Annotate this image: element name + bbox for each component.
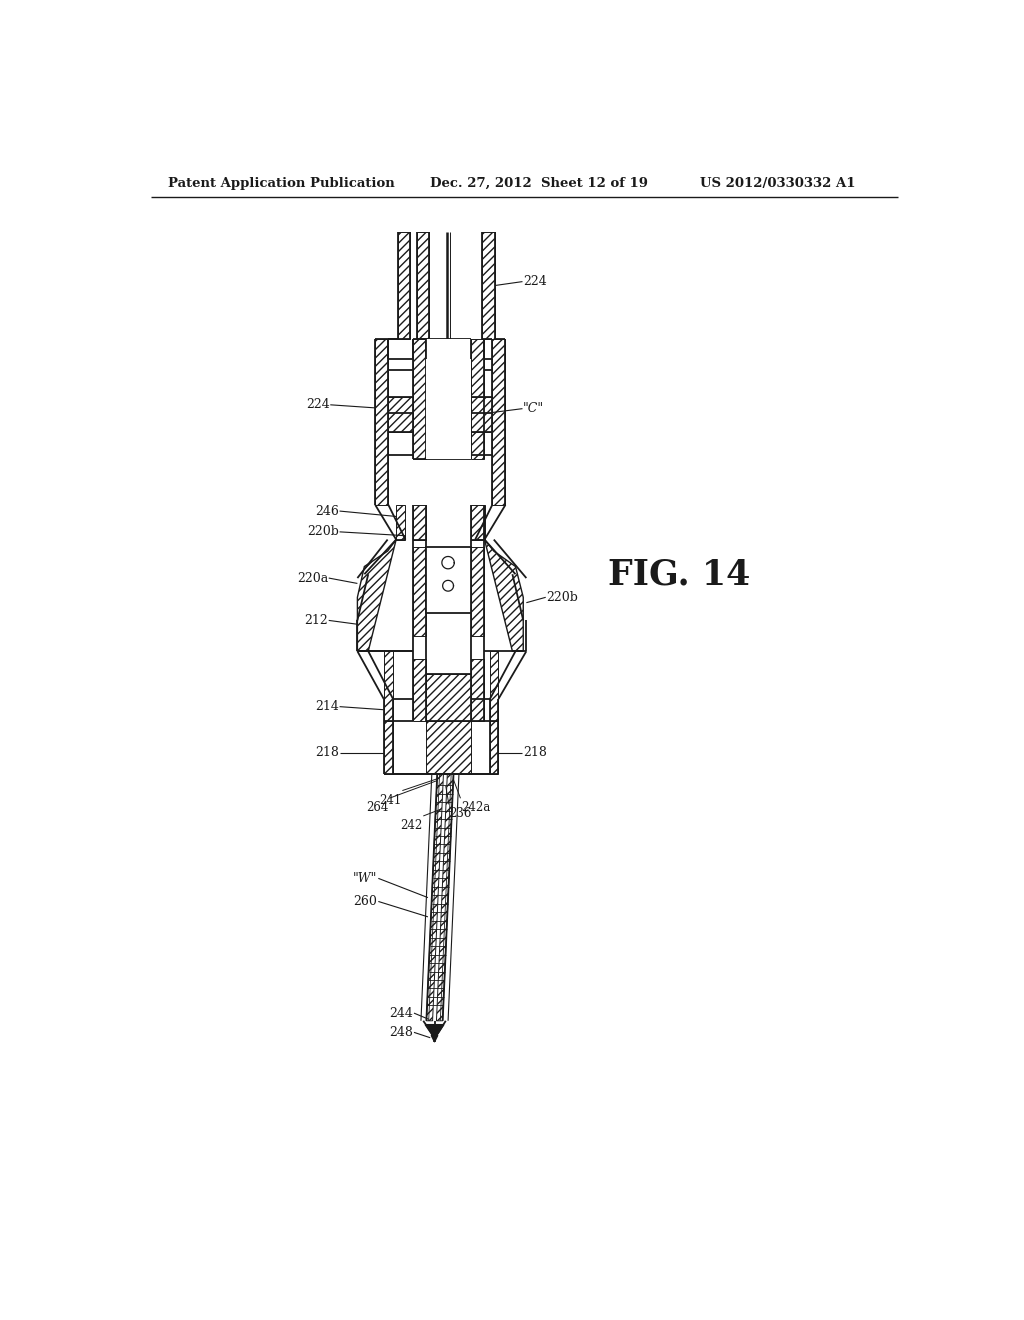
Bar [414,548,426,636]
Bar [489,651,499,721]
Polygon shape [426,775,443,1020]
Text: 218: 218 [315,746,339,759]
Bar [489,721,499,775]
Text: Patent Application Publication: Patent Application Publication [168,177,395,190]
Text: 236: 236 [450,807,472,820]
Bar [417,231,429,339]
Polygon shape [425,1024,443,1040]
Polygon shape [484,540,523,651]
Text: 214: 214 [315,700,339,713]
Text: US 2012/0330332 A1: US 2012/0330332 A1 [700,177,855,190]
Text: FIG. 14: FIG. 14 [608,557,751,591]
Bar [414,659,426,721]
Bar [482,231,495,339]
Text: 218: 218 [523,746,547,759]
Text: 220b: 220b [547,591,579,603]
Bar [471,339,483,459]
Text: 248: 248 [389,1026,414,1039]
Text: 246: 246 [315,504,339,517]
Bar [426,721,471,775]
Bar [471,397,493,432]
Bar [414,339,426,459]
Text: 241: 241 [379,793,401,807]
Bar [388,397,414,432]
Text: 212: 212 [304,614,328,627]
Bar [426,339,471,459]
Text: 220b: 220b [307,525,339,539]
Bar [384,721,393,775]
Bar [493,339,506,506]
Text: 244: 244 [389,1007,414,1019]
Bar [375,339,388,506]
Text: 242a: 242a [461,800,490,813]
Text: Dec. 27, 2012  Sheet 12 of 19: Dec. 27, 2012 Sheet 12 of 19 [430,177,648,190]
Bar [426,675,471,721]
Bar [426,548,471,612]
Text: 264: 264 [366,801,388,814]
Polygon shape [357,540,396,651]
Bar [471,659,483,721]
Bar [396,506,406,540]
Text: 224: 224 [306,399,330,412]
Bar [414,506,426,540]
Bar [384,651,393,721]
Text: 242: 242 [400,818,423,832]
Bar [471,548,483,636]
Text: 220a: 220a [297,572,328,585]
Bar [471,506,483,540]
Polygon shape [436,775,454,1020]
Text: "C": "C" [523,403,545,416]
Text: 224: 224 [523,275,547,288]
Bar [475,506,484,540]
Bar [397,231,410,339]
Text: "W": "W" [353,871,378,884]
Text: 260: 260 [353,895,378,908]
